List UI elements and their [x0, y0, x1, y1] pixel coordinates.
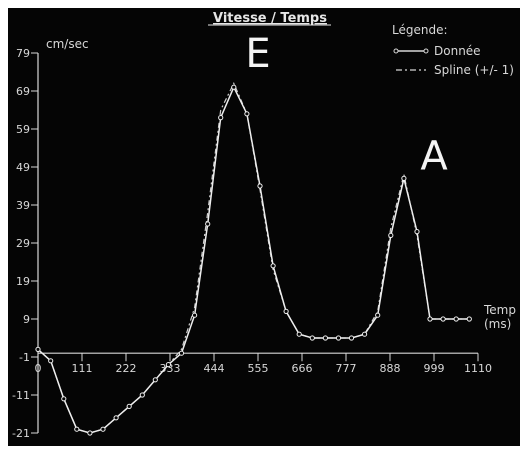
donnee-point [388, 232, 394, 238]
donnee-point [74, 426, 80, 432]
donnee-point [152, 377, 158, 383]
donnee-point [362, 331, 368, 337]
donnee-point [231, 84, 237, 90]
y-tick-label: 59 [16, 123, 30, 136]
y-tick-label: 79 [16, 47, 30, 60]
donnee-point [414, 229, 420, 235]
chart-title: Vitesse / Temps [213, 11, 327, 26]
donnee-point [205, 221, 211, 227]
donnee-point [453, 316, 459, 322]
x-tick-label: 777 [336, 362, 357, 375]
donnee-point [139, 392, 145, 398]
x-tick-label: 444 [204, 362, 225, 375]
y-tick-label: 9 [23, 313, 30, 326]
axis-ticks: 79 69 59 49 39 29 19 9 -1 -11 -21 0 111 222 333 444 555 6… [12, 47, 492, 440]
legend-data-marker-right [423, 48, 429, 54]
donnee-point [100, 426, 106, 432]
axes [37, 53, 478, 433]
x-axis-unit-label: (ms) [484, 317, 511, 331]
donnee-point [192, 312, 198, 318]
y-tick-label: 69 [16, 85, 30, 98]
x-tick-label: 1110 [464, 362, 492, 375]
donnee-point [270, 263, 276, 269]
donnee-point [466, 316, 472, 322]
donnee-point [165, 362, 171, 368]
legend-entry-donnee: Donnée [434, 44, 481, 58]
donnee-point [322, 335, 328, 341]
donnee-point [113, 415, 119, 421]
donnee-point [87, 430, 93, 436]
donnee-point [309, 335, 315, 341]
donnee-point [35, 346, 41, 352]
donnee-point [296, 331, 302, 337]
donnee-point [257, 183, 263, 189]
series-donnee-line [37, 85, 470, 434]
donnee-point [126, 403, 132, 409]
y-tick-label: 39 [16, 199, 30, 212]
x-tick-label: 111 [72, 362, 93, 375]
donnee-point [401, 175, 407, 181]
x-tick-label: 666 [292, 362, 313, 375]
legend-title: Légende: [392, 23, 448, 37]
x-tick-label: 555 [248, 362, 269, 375]
series-spline-line [37, 81, 470, 434]
chart-frame: Vitesse / Temps cm/sec Légende: Donnée S… [8, 8, 520, 446]
x-tick-label: 888 [380, 362, 401, 375]
y-tick-label: -21 [12, 427, 30, 440]
donnee-point [375, 312, 381, 318]
legend-entry-spline: Spline (+/- 1) [434, 63, 514, 77]
y-tick-label: 29 [16, 237, 30, 250]
x-tick-label: 222 [116, 362, 137, 375]
y-tick-label: -11 [12, 389, 30, 402]
annotation-layer: EA [245, 31, 448, 180]
x-tick-label: 0 [35, 362, 42, 375]
legend-data-marker-left [393, 48, 399, 54]
donnee-point [427, 316, 433, 322]
donnee-point [48, 358, 54, 364]
y-axis-label: cm/sec [46, 37, 89, 51]
peak-annotation: A [420, 134, 448, 180]
donnee-point [178, 350, 185, 356]
peak-annotation: E [245, 31, 270, 77]
donnee-point [440, 316, 446, 322]
y-tick-label: -1 [19, 351, 30, 364]
velocity-time-chart: Vitesse / Temps cm/sec Légende: Donnée S… [12, 11, 516, 440]
donnee-point [348, 335, 355, 341]
donnee-point [61, 396, 67, 402]
x-tick-label: 999 [424, 362, 445, 375]
donnee-point [283, 308, 289, 314]
series-layer [35, 81, 472, 436]
y-tick-label: 19 [16, 275, 30, 288]
donnee-point [218, 115, 224, 121]
donnee-point [244, 111, 250, 117]
x-axis-label: Temp [483, 303, 516, 317]
donnee-point [335, 335, 342, 341]
y-tick-label: 49 [16, 161, 30, 174]
x-tick-label: 333 [160, 362, 181, 375]
